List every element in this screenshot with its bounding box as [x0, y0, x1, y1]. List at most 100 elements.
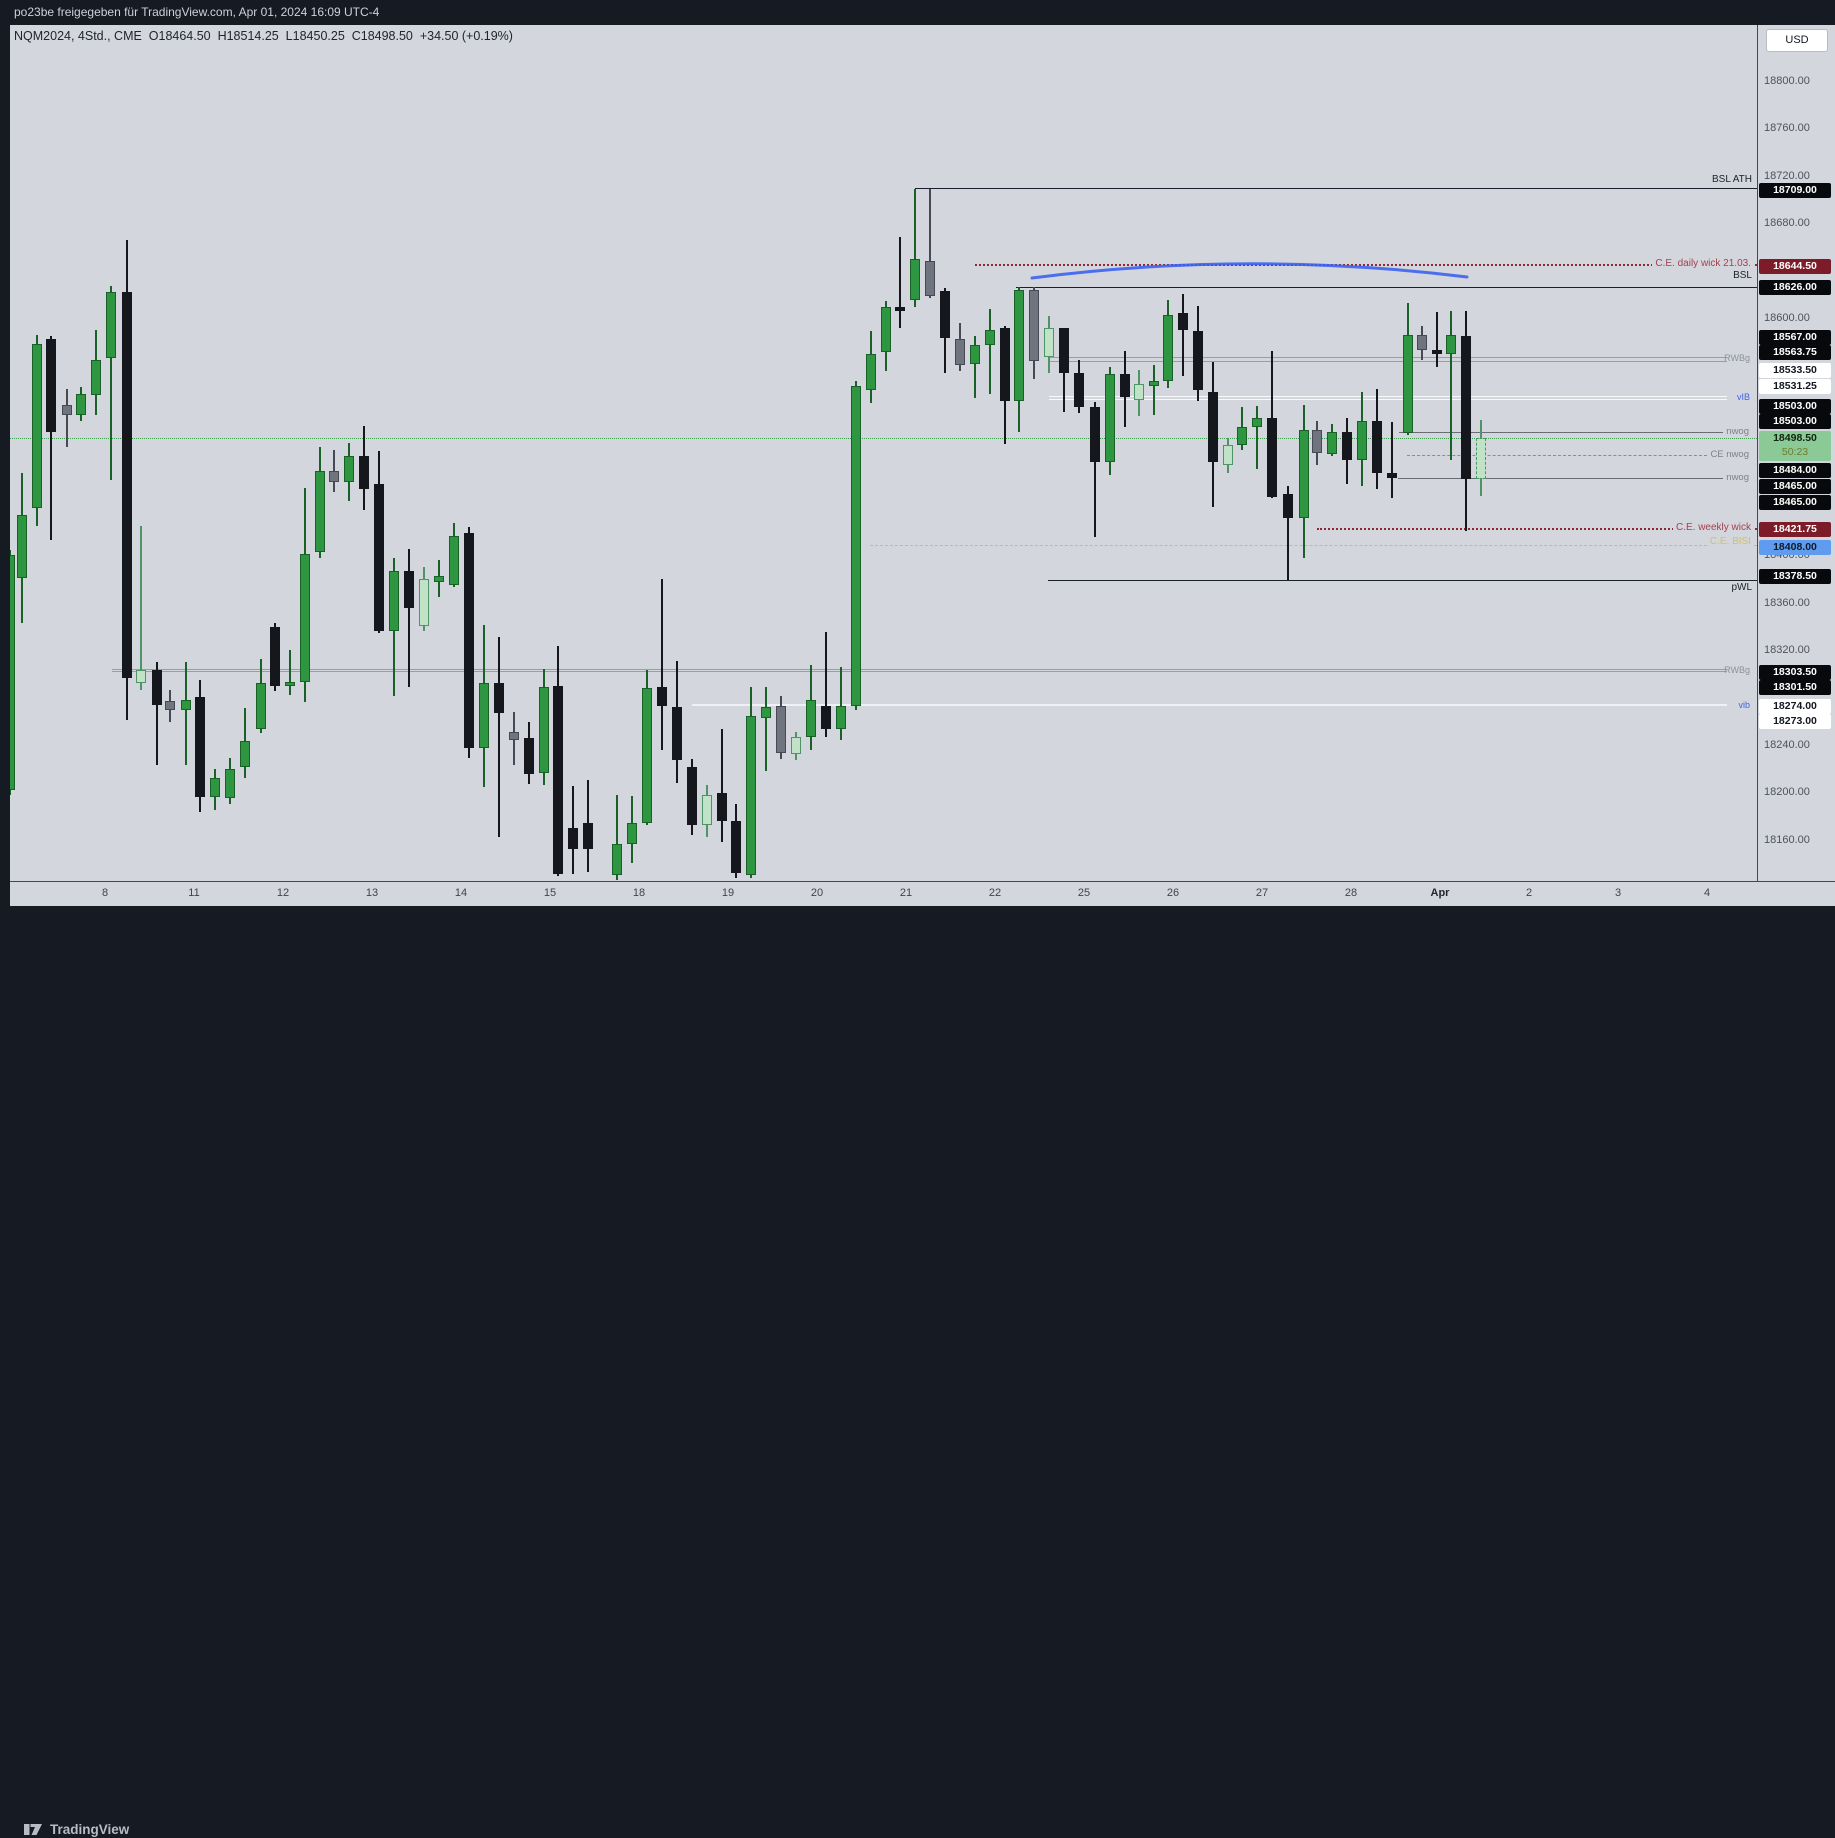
candle	[404, 570, 414, 609]
candle	[881, 307, 891, 353]
candle	[627, 823, 637, 845]
time-tick-20: 20	[810, 887, 824, 899]
candle	[761, 706, 771, 718]
price-tag-18498.50: 18498.50 50:23	[1759, 431, 1831, 461]
candle	[479, 683, 489, 749]
level-line-price-line[interactable]	[10, 437, 1757, 439]
candle-wick	[840, 666, 842, 741]
candle	[657, 686, 667, 706]
candle	[1074, 372, 1084, 407]
time-tick-22: 22	[988, 887, 1002, 899]
price-tag-18273.00: 18273.00	[1759, 713, 1831, 729]
level-line-rwbg-lower-bottom[interactable]	[112, 671, 1727, 673]
candle	[1342, 431, 1352, 461]
price-tag-18626.00: 18626.00	[1759, 279, 1831, 295]
level-line-ce-nwog[interactable]	[1407, 454, 1712, 456]
candle	[821, 705, 831, 730]
candle	[315, 470, 325, 552]
candle-wick	[721, 729, 723, 843]
level-line-nwog-top[interactable]	[1399, 432, 1724, 434]
level-line-c-e-daily-wick-21-03-[interactable]	[975, 264, 1757, 267]
candle	[76, 393, 86, 416]
level-label-rwbg: RWBg	[1724, 664, 1750, 675]
candle	[464, 532, 474, 749]
candle	[62, 404, 72, 416]
level-line-rwbg-lower-top[interactable]	[112, 669, 1727, 671]
candle	[1149, 380, 1159, 386]
candle	[583, 823, 593, 850]
level-line-bsl[interactable]	[1016, 286, 1757, 288]
level-line-bsl-ath[interactable]	[915, 188, 1757, 190]
candle-wick	[989, 308, 991, 394]
candle	[791, 736, 801, 755]
level-line-rwbg-bottom[interactable]	[1050, 360, 1727, 362]
time-tick-27: 27	[1255, 887, 1269, 899]
price-tag-18567.00: 18567.00	[1759, 329, 1831, 345]
candle-wick	[1094, 402, 1096, 538]
currency-toggle-button[interactable]: USD	[1766, 29, 1828, 52]
candle	[374, 484, 384, 632]
candle	[1134, 384, 1144, 400]
candle	[1446, 334, 1456, 354]
level-label-pwl: pWL	[1731, 582, 1752, 593]
level-line-rwbg-top[interactable]	[1050, 356, 1727, 358]
level-line-vib-top[interactable]	[1049, 396, 1727, 398]
candle-wick	[1391, 422, 1393, 499]
candle	[165, 700, 175, 711]
price-tick: 18800.00	[1764, 75, 1810, 87]
price-tag-18465.00: 18465.00	[1759, 494, 1831, 510]
level-line-vib-lower-top[interactable]	[692, 703, 1727, 705]
candle	[1014, 289, 1024, 402]
candle	[1299, 429, 1309, 519]
candle	[240, 741, 250, 768]
price-tag-18301.50: 18301.50	[1759, 679, 1831, 695]
price-tag-18503.00: 18503.00	[1759, 398, 1831, 414]
level-line-c-e-weekly-wick[interactable]	[1317, 528, 1757, 531]
level-label-bsl-ath: BSL ATH	[1711, 174, 1752, 185]
candle	[524, 737, 534, 775]
price-tag-18408.00: 18408.00	[1759, 539, 1831, 555]
time-tick-14: 14	[454, 887, 468, 899]
candle	[1059, 327, 1069, 373]
level-line-pwl[interactable]	[1048, 579, 1757, 581]
tradingview-logo-text: TradingView	[50, 1822, 130, 1837]
candle	[434, 576, 444, 583]
level-line-c-e-bisi[interactable]	[870, 544, 1757, 546]
drawing-arc[interactable]	[10, 25, 1757, 881]
window-title-bar: po23be freigegeben für TradingView.com, …	[0, 0, 1835, 25]
price-tag-18531.25: 18531.25	[1759, 378, 1831, 394]
candle	[509, 731, 519, 741]
price-axis[interactable]: USD 18800.00 18760.00 18720.00 18680.00 1860…	[1757, 25, 1835, 881]
candle	[285, 681, 295, 686]
price-tick: 18720.00	[1764, 169, 1810, 182]
candle	[851, 385, 861, 706]
price-tag-18378.50: 18378.50	[1759, 568, 1831, 584]
time-axis[interactable]: 8 11 12 13 14 15 18 19 20 21 22 25 26 27 28 Apr 2 3 4	[10, 881, 1835, 906]
price-tag-18484.00: 18484.00	[1759, 462, 1831, 478]
level-line-vib-lower-bottom[interactable]	[692, 705, 1727, 707]
level-line-nwog-bottom[interactable]	[1398, 477, 1724, 479]
candle	[1237, 427, 1247, 445]
time-tick-4: 4	[1703, 887, 1711, 899]
candle-wick	[661, 578, 663, 750]
candle-wick	[1256, 405, 1258, 469]
candle	[1120, 373, 1130, 398]
symbol-ohlc-readout[interactable]: NQM2024, 4Std., CME O18464.50 H18514.25 …	[14, 29, 513, 43]
level-line-vib-bottom[interactable]	[1049, 398, 1727, 400]
tradingview-logo[interactable]: TradingView	[24, 1821, 129, 1838]
time-tick-13: 13	[365, 887, 379, 899]
candle	[970, 345, 980, 365]
countdown-timer: 50:23	[1781, 446, 1809, 458]
price-tag-18274.00: 18274.00	[1759, 698, 1831, 714]
candle-wick	[289, 649, 291, 696]
price-tag-18563.75: 18563.75	[1759, 344, 1831, 360]
candle	[1000, 327, 1010, 402]
candle-wick	[140, 525, 142, 691]
candle	[10, 555, 15, 790]
candle	[746, 716, 756, 876]
chart-pane[interactable]: BSL ATH C.E. daily wick 21.03. BSL RWBg vIB n…	[10, 25, 1757, 881]
candle	[106, 292, 116, 359]
candle	[181, 699, 191, 711]
price-tick: 18320.00	[1764, 643, 1810, 656]
candle	[1372, 421, 1382, 474]
